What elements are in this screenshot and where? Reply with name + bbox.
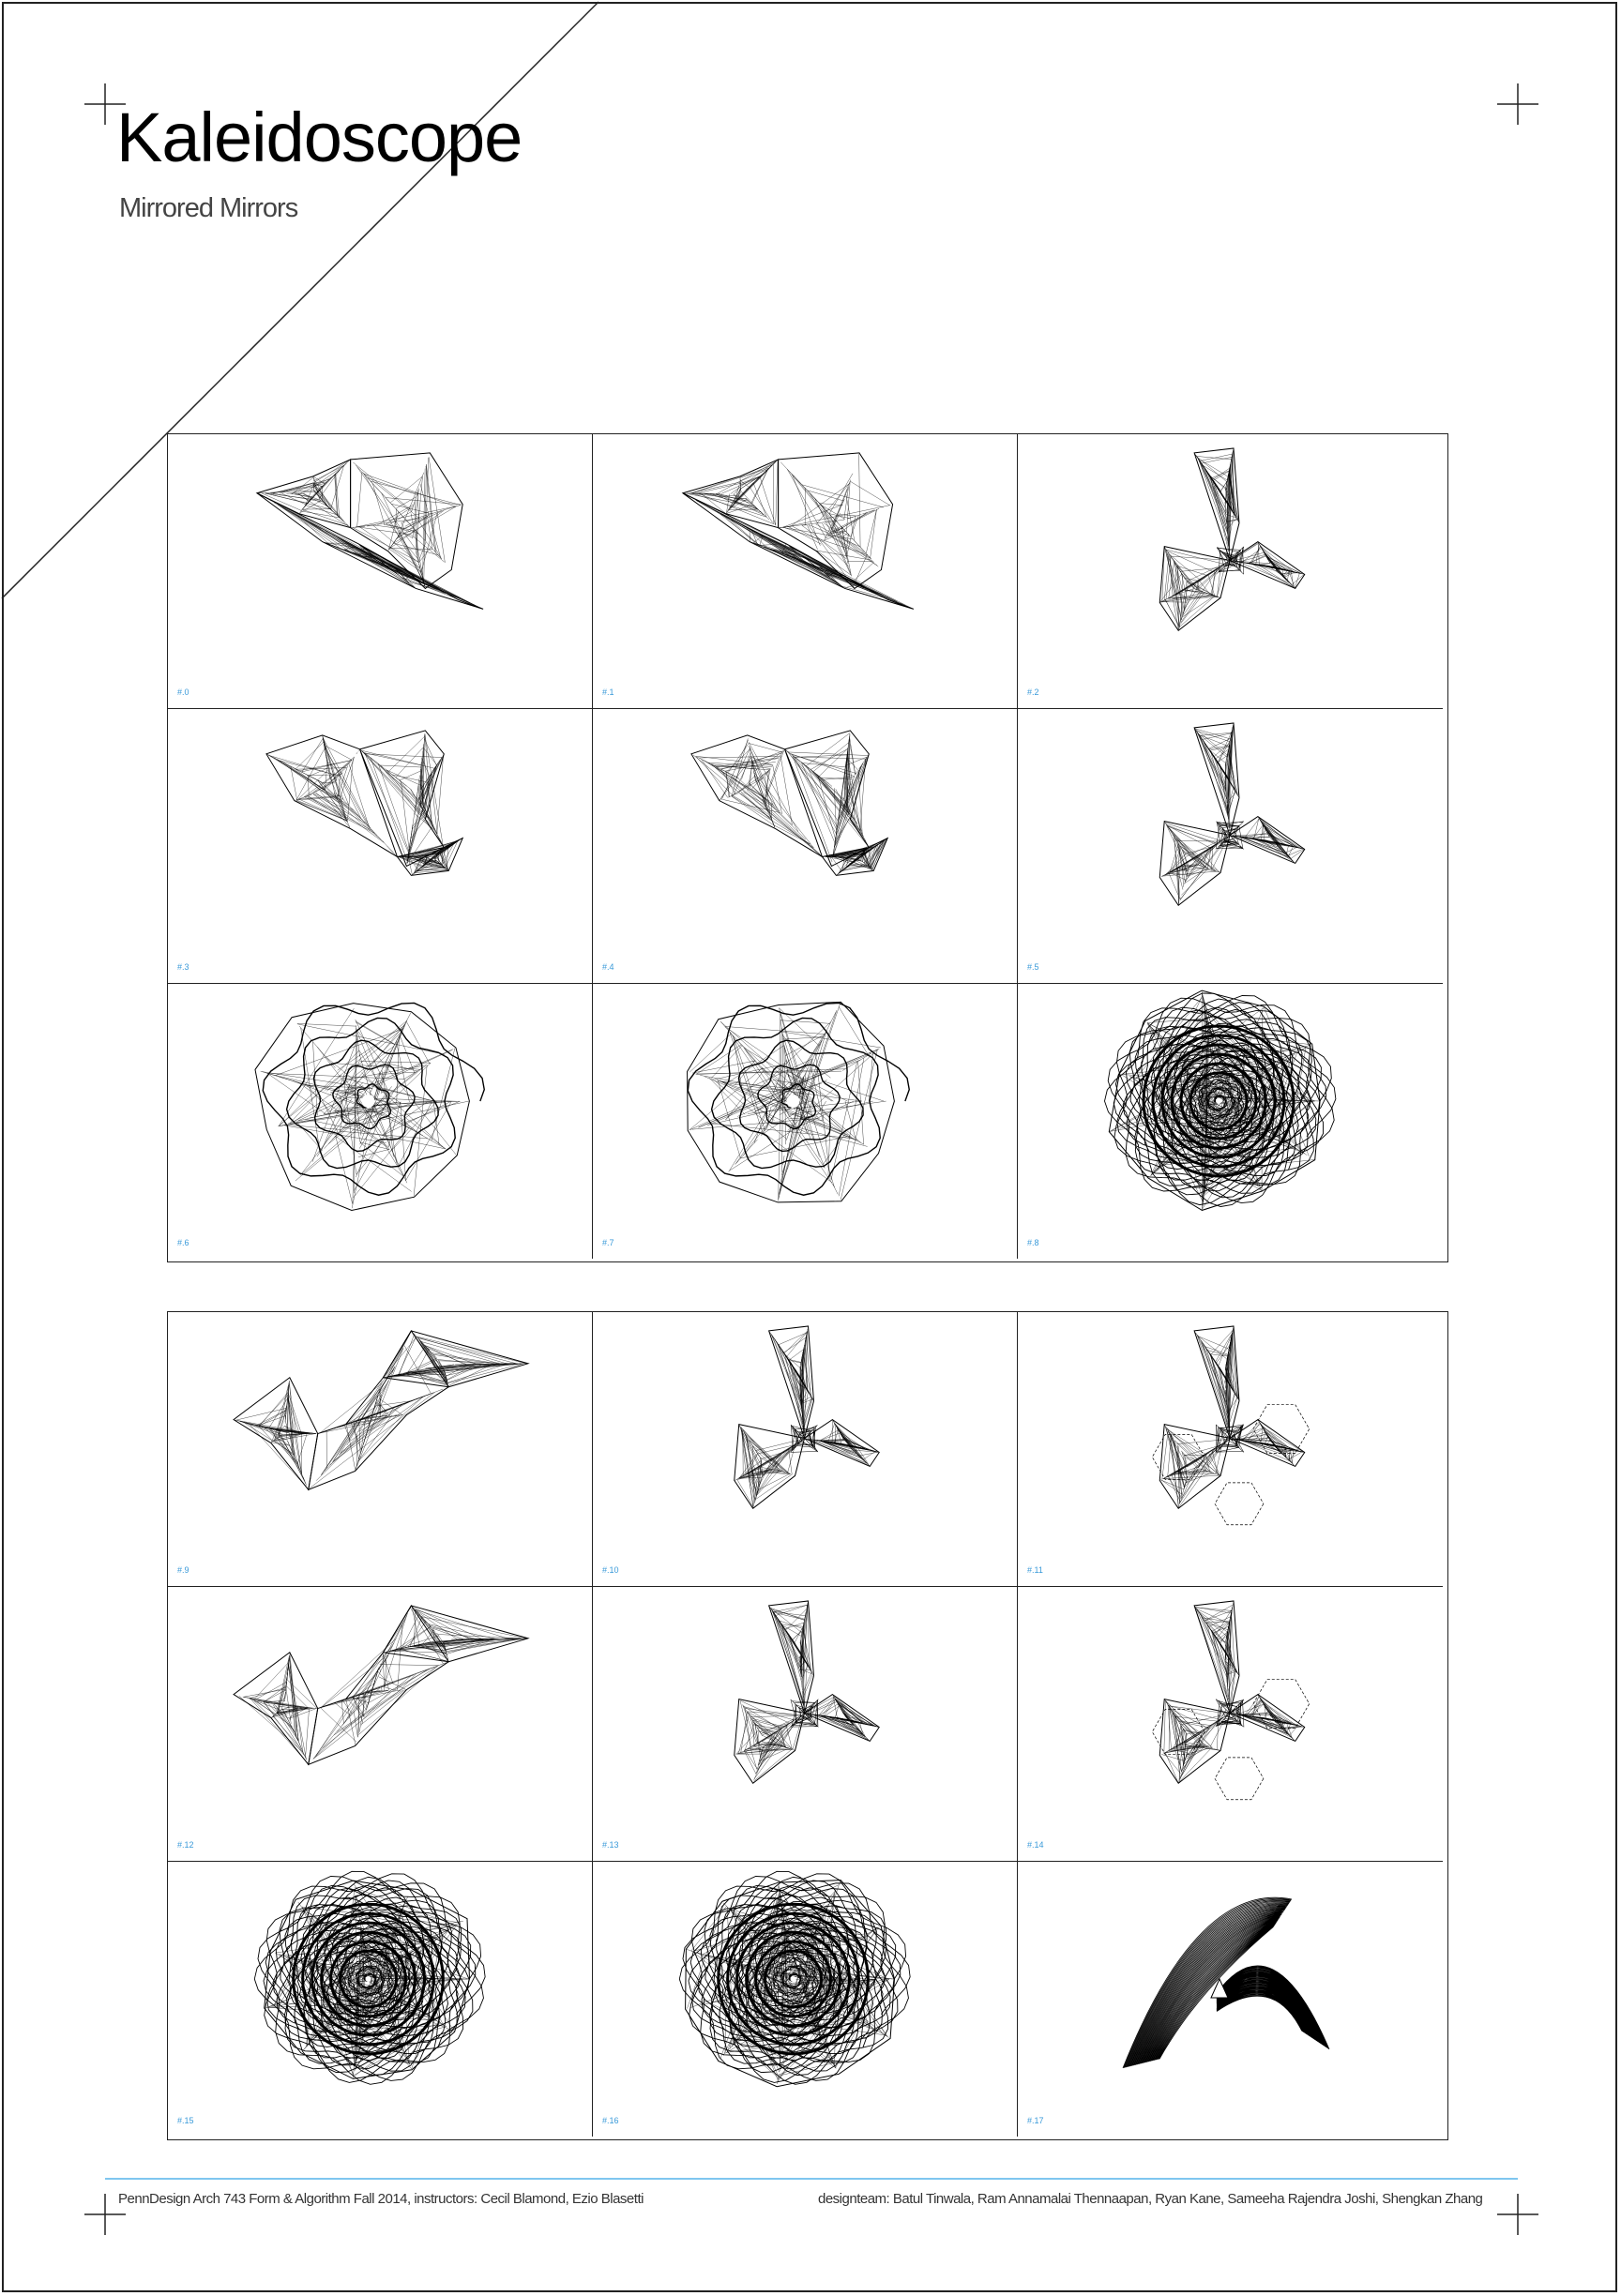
- panel-drawing: [1151, 1325, 1310, 1526]
- panel-drawing: [734, 1325, 880, 1510]
- panel: #.14: [1018, 1587, 1443, 1862]
- panel-drawing: [254, 1002, 485, 1212]
- panel-label: #.17: [1027, 2116, 1044, 2125]
- panel-drawing: [690, 730, 889, 876]
- panel-drawing: [233, 1330, 530, 1491]
- panel-label: #.15: [177, 2116, 194, 2125]
- panel-label: #.0: [177, 687, 189, 697]
- panel-drawing: [734, 1600, 880, 1785]
- panel-drawing: [1159, 722, 1306, 907]
- panel-label: #.8: [1027, 1238, 1039, 1247]
- panel-label: #.12: [177, 1840, 194, 1850]
- panel-label: #.1: [602, 687, 614, 697]
- panel-label: #.13: [602, 1840, 619, 1850]
- panel: #.11: [1018, 1312, 1443, 1587]
- panel-drawing: [1159, 447, 1306, 632]
- panel: #.2: [1018, 434, 1443, 709]
- panel-drawing: [1104, 989, 1337, 1211]
- panel: #.0: [168, 434, 593, 709]
- panel: #.6: [168, 984, 593, 1259]
- panel-label: #.5: [1027, 962, 1039, 972]
- panel-drawing: [233, 1605, 530, 1766]
- panel-drawing: [1122, 1896, 1330, 2069]
- panel-drawing: [255, 452, 484, 610]
- panel-label: #.16: [602, 2116, 619, 2125]
- footer-design-team: designteam: Batul Tinwala, Ram Annamalai…: [818, 2191, 1483, 2207]
- panel: #.8: [1018, 984, 1443, 1259]
- panel-drawing: [678, 1870, 911, 2088]
- panel-label: #.11: [1027, 1565, 1043, 1575]
- panel-label: #.4: [602, 962, 614, 972]
- panel: #.16: [593, 1862, 1018, 2137]
- footer-rule: [105, 2178, 1518, 2180]
- panel: #.12: [168, 1587, 593, 1862]
- panel-drawing: [1151, 1600, 1310, 1801]
- panel-label: #.2: [1027, 687, 1039, 697]
- panel: #.9: [168, 1312, 593, 1587]
- panel-grid-top: #.0 #.1 #.2 #.3 #.4 #.5 #.6 #.7 #.8: [167, 433, 1448, 1262]
- panel-label: #.7: [602, 1238, 614, 1247]
- panel-drawing: [253, 1870, 486, 2085]
- panel-drawing: [687, 1001, 910, 1203]
- panel: #.1: [593, 434, 1018, 709]
- panel-label: #.3: [177, 962, 189, 972]
- panel: #.5: [1018, 709, 1443, 984]
- panel-drawing: [681, 452, 915, 610]
- panel: #.17: [1018, 1862, 1443, 2137]
- panel: #.13: [593, 1587, 1018, 1862]
- panel-drawing: [265, 730, 464, 876]
- panel: #.4: [593, 709, 1018, 984]
- panel-label: #.10: [602, 1565, 619, 1575]
- page-title: Kaleidoscope: [116, 98, 523, 176]
- panel: #.7: [593, 984, 1018, 1259]
- page-subtitle: Mirrored Mirrors: [119, 193, 298, 223]
- panel-grid-bottom: #.9 #.10 #.11 #.12 #.13 #.14 #.15 #.16 #…: [167, 1311, 1448, 2140]
- footer-course-credits: PennDesign Arch 743 Form & Algorithm Fal…: [118, 2191, 644, 2207]
- panel: #.15: [168, 1862, 593, 2137]
- panel-label: #.6: [177, 1238, 189, 1247]
- panel-label: #.14: [1027, 1840, 1044, 1850]
- panel-label: #.9: [177, 1565, 189, 1575]
- panel: #.10: [593, 1312, 1018, 1587]
- panel: #.3: [168, 709, 593, 984]
